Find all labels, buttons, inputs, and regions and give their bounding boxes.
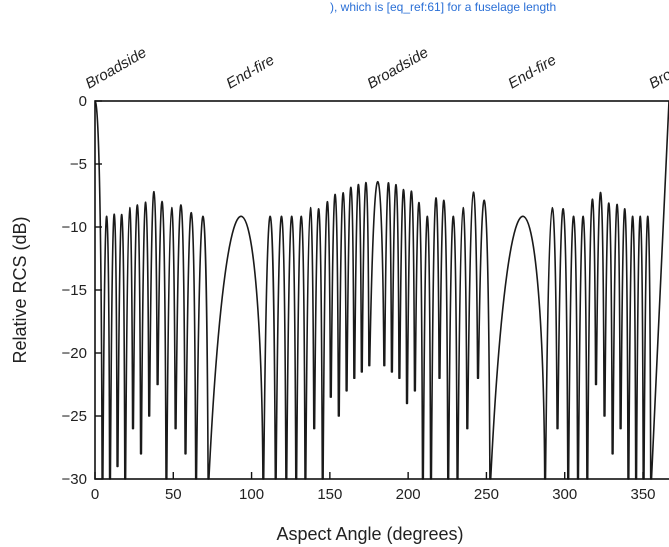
y-tick-label: −15: [62, 282, 87, 299]
x-tick-label: 350: [630, 486, 655, 503]
x-tick-label: 50: [165, 486, 182, 503]
annotation-label: Broadside: [364, 44, 431, 92]
annotation-label: End-fire: [505, 51, 559, 92]
x-tick-label: 200: [396, 486, 421, 503]
x-axis-title: Aspect Angle (degrees): [276, 524, 463, 544]
y-tick-label: −5: [70, 156, 87, 173]
x-tick-label: 0: [91, 486, 99, 503]
x-tick-label: 250: [474, 486, 499, 503]
y-tick-label: −30: [62, 471, 87, 488]
y-tick-label: −20: [62, 345, 87, 362]
x-axis-ticks: 0 50 100 150 200 250 300 350: [91, 472, 656, 503]
y-tick-label: −25: [62, 408, 87, 425]
x-tick-label: 150: [317, 486, 342, 503]
x-tick-label: 100: [239, 486, 264, 503]
x-tick-label: 300: [552, 486, 577, 503]
annotation-label: End-fire: [223, 51, 277, 92]
plot-frame: [94, 100, 669, 480]
plot-area: [94, 100, 669, 480]
annotation-label: Broadside: [646, 44, 669, 92]
annotations: Broadside End-fire Broadside End-fire Broads…: [83, 44, 669, 92]
y-tick-label: −10: [62, 219, 87, 236]
caption-fragment: ), which is [eq_ref:61] for a fuselage l…: [330, 0, 556, 14]
y-axis-ticks: 0 −5 −10 −15 −20 −25 −30: [62, 93, 102, 488]
annotation-label: Broadside: [83, 44, 150, 92]
y-axis-title: Relative RCS (dB): [10, 216, 30, 363]
y-tick-label: 0: [79, 93, 87, 110]
rcs-curve-line: [94, 100, 669, 480]
